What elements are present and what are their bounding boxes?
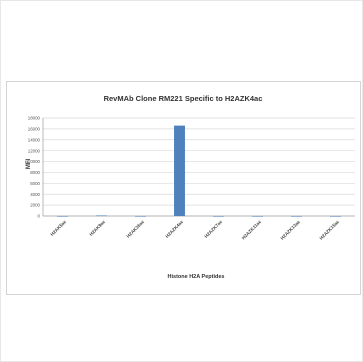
- bar-h2azk11ac: [252, 216, 263, 217]
- x-tick-label: H2AZK15ac: [319, 219, 341, 241]
- x-tick-label: H2AZK7ac: [203, 219, 223, 239]
- bar-chart: RevMAb Clone RM221 Specific to H2AZK4ac …: [26, 94, 355, 280]
- bar-h2ak9ac: [96, 215, 107, 217]
- x-tick-label: H2AK5ac: [49, 219, 67, 237]
- y-tick-label: 6000: [30, 181, 40, 186]
- x-tick-label: H2AZK13ac: [280, 219, 302, 241]
- x-tick-label: H2AK36ac: [126, 219, 146, 239]
- x-tick-label: H2AZK4ac: [164, 219, 184, 239]
- bar-h2ak5ac: [57, 216, 68, 217]
- bar-h2azk7ac: [213, 216, 224, 217]
- x-axis-label: Histone H2A Peptides: [168, 274, 225, 280]
- chart-title: RevMAb Clone RM221 Specific to H2AZK4ac: [104, 94, 263, 103]
- y-tick-label: 10000: [28, 159, 41, 164]
- x-tick-label: H2AK9ac: [88, 219, 106, 237]
- bar-h2azk4ac: [174, 125, 185, 216]
- y-tick-label: 16000: [28, 126, 41, 131]
- bar-h2azk13ac: [291, 216, 302, 217]
- bar-h2ak36ac: [135, 216, 146, 217]
- y-tick-label: 0: [38, 214, 41, 219]
- x-tick-label: H2AZK11ac: [241, 219, 263, 241]
- y-tick-label: 4000: [30, 192, 40, 197]
- bars: [57, 125, 341, 217]
- y-tick-label: 12000: [28, 148, 41, 153]
- x-tick-labels: H2AK5ac H2AK9ac H2AK36ac H2AZK4ac H2AZK7ac H2…: [49, 219, 340, 241]
- y-axis-label: MFI: [26, 159, 32, 170]
- y-tick-label: 18000: [28, 116, 41, 121]
- gridlines: [42, 117, 355, 217]
- y-tick-label: 14000: [28, 137, 41, 142]
- bar-h2azk15ac: [330, 216, 341, 217]
- y-tick-labels: 18000 16000 14000 12000 10000 8000 6000 4000 200…: [28, 116, 41, 219]
- chart-frame: RevMAb Clone RM221 Specific to H2AZK4ac …: [6, 81, 361, 295]
- y-tick-label: 8000: [30, 170, 40, 175]
- y-tick-label: 2000: [30, 203, 40, 208]
